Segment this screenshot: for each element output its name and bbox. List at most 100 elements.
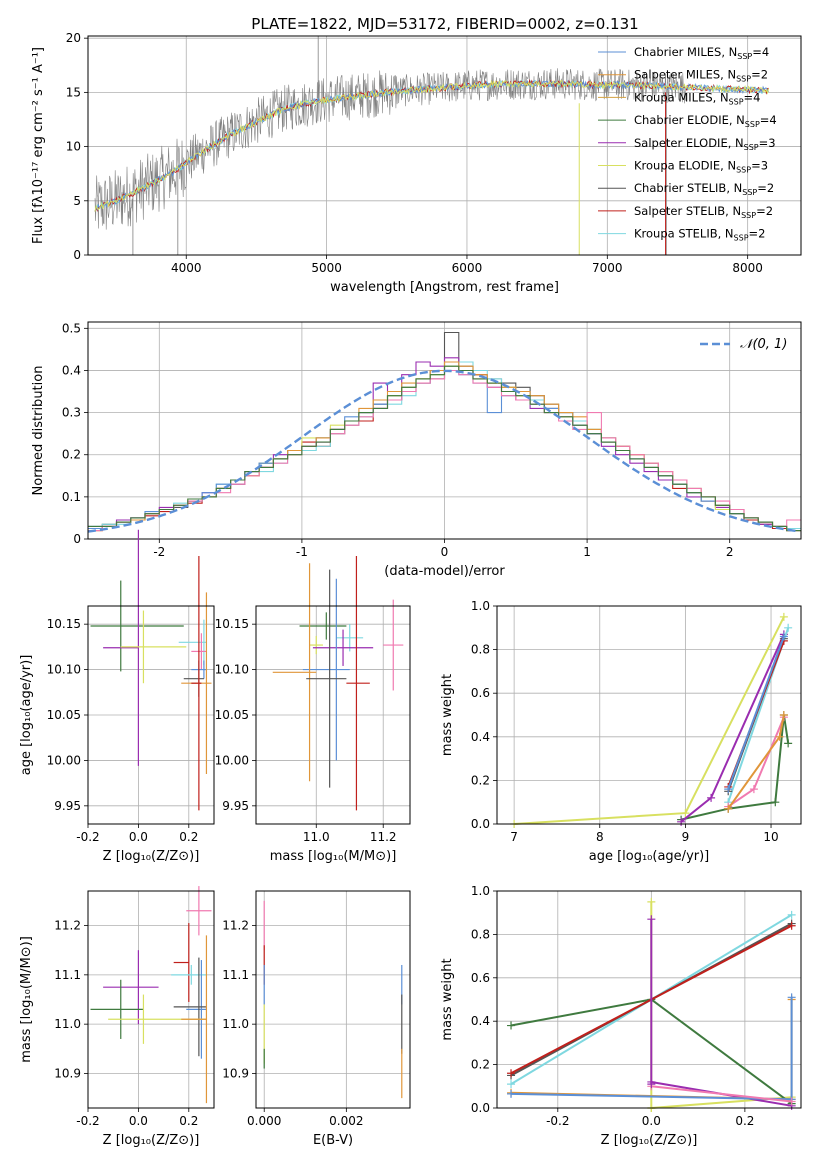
y-tick-label: 10.00 [215,753,249,767]
plus-marker [647,915,656,924]
y-tick-label: 0.0 [471,1101,490,1115]
plus-marker [784,739,793,748]
x-tick-label: 0.000 [247,1114,281,1128]
mass-weight-line-salpeter_elodie [680,633,785,823]
y-tick-label: 9.95 [54,799,81,813]
x-tick-label: -2 [153,545,165,559]
y-tick-label: 0.2 [471,773,490,787]
x-tick-label: 0.0 [129,1114,148,1128]
x-tick-label: 5000 [311,261,342,275]
y-tick-label: 20 [66,31,81,45]
y-tick-label: 0 [73,248,81,262]
y-tick-label: 0.4 [471,730,490,744]
legend-entry: Chabrier ELODIE, NSSP=4 [634,113,777,129]
plus-marker [681,809,690,818]
axes-frame [255,890,411,1109]
plus-marker [647,1080,656,1089]
legend-entry: Kroupa ELODIE, NSSP=3 [634,159,768,175]
legend-entry: Kroupa MILES, NSSP=4 [634,90,760,106]
x-tick-label: 8000 [732,261,763,275]
plus-marker [507,1089,516,1098]
y-tick-label: 0.4 [471,1014,490,1028]
y-tick-label: 0.0 [471,817,490,831]
y-tick-label: 11.2 [222,919,249,933]
z-age-panel: -0.2 0.0 0.2 9.95 10.00 10.05 10.10 10.15 Z [log… [19,529,215,864]
y-tick-label: 10.15 [215,617,249,631]
y-tick-label: 11.0 [222,1017,249,1031]
plus-marker [787,1097,796,1106]
y-axis-label: mass [log₁₀(M/M⊙)] [19,936,34,1063]
y-tick-label: 10.05 [47,708,81,722]
y-tick-label: 10.15 [47,617,81,631]
plus-marker [779,612,788,621]
legend-entry: Salpeter ELODIE, NSSP=3 [634,136,776,152]
x-tick-label: 6000 [452,261,483,275]
x-axis-label: (data-model)/error [384,564,505,579]
x-axis-label: Z [log₁₀(Z/Z⊙)] [103,1133,200,1148]
y-tick-label: 0.2 [471,1058,490,1072]
x-tick-label: 0.002 [329,1114,363,1128]
x-axis-label: E(B-V) [313,1133,353,1148]
spectrum-panel: 4000 5000 6000 7000 8000 0 5 10 15 20 wavelength [… [31,31,802,295]
z-massweight-panel: -0.2 0.0 0.2 0.0 0.2 0.4 0.6 0.8 1.0 Z [log₁₀(Z/Z… [440,884,802,1148]
x-tick-label: 10 [763,830,778,844]
y-tick-label: 10.10 [215,663,249,677]
mass-weight-line-kroupa_elodie [650,901,792,1110]
x-tick-label: 4000 [171,261,202,275]
x-axis-label: mass [log₁₀(M/M⊙)] [270,849,397,864]
axes-frame [87,35,802,256]
y-tick-label: 11.1 [222,968,249,982]
axes-frame [496,605,802,825]
y-tick-label: 0.8 [471,927,490,941]
z-mass-panel: -0.2 0.0 0.2 10.9 11.0 11.1 11.2 Z [log₁₀(Z/Z⊙)… [19,886,215,1148]
x-tick-label: 0.2 [179,830,198,844]
x-tick-label: 9 [682,830,690,844]
plus-marker [787,993,796,1002]
y-tick-label: 9.95 [222,799,249,813]
y-tick-label: 0.2 [62,448,81,462]
axes-frame [87,890,215,1109]
residual-histogram-panel: -2 -1 0 1 2 0 0.1 0.2 0.3 0.4 0.5 (data-model)/erro… [31,321,802,579]
histogram-chabrier_elodie [88,365,801,532]
x-axis-label: Z [log₁₀(Z/Z⊙)] [103,849,200,864]
spectrum-lines [94,36,770,255]
y-tick-label: 0.6 [471,686,490,700]
ebv-mass-panel: 0.000 0.002 10.9 11.0 11.1 11.2 E(B-V) [222,890,411,1148]
x-tick-label: 0 [441,545,449,559]
plus-marker [787,910,796,919]
plus-marker [507,1069,516,1078]
y-axis-label: mass weight [440,674,455,756]
model-spectrum-chabrier_miles [94,79,770,212]
axes-frame [87,321,802,540]
y-axis-label: mass weight [440,958,455,1040]
legend-entry: Chabrier STELIB, NSSP=2 [634,181,774,197]
y-tick-label: 10.9 [222,1066,249,1080]
legend-entry: Chabrier MILES, NSSP=4 [634,45,769,61]
y-tick-label: 0.1 [62,490,81,504]
x-tick-label: 0.0 [129,830,148,844]
mass-weight-line-chabrier_miles [727,636,785,790]
x-tick-label: -0.2 [76,1114,99,1128]
y-tick-label: 0.5 [62,321,81,335]
x-tick-label: 0.2 [179,1114,198,1128]
x-tick-label: 0.0 [642,1114,661,1128]
plus-marker [775,732,784,741]
x-axis-label: Z [log₁₀(Z/Z⊙)] [601,1133,698,1148]
plus-marker [707,793,716,802]
y-tick-label: 11.1 [54,968,81,982]
y-tick-label: 1.0 [471,599,490,613]
plus-marker [507,1080,516,1089]
x-tick-label: -0.2 [546,1114,569,1128]
x-axis-label: age [log₁₀(age/yr)] [589,849,710,864]
x-tick-label: -0.2 [76,830,99,844]
plus-marker [724,785,733,794]
x-tick-label: 2 [726,545,734,559]
y-tick-label: 10.9 [54,1066,81,1080]
y-tick-label: 5 [73,194,81,208]
x-tick-label: 11.0 [303,830,330,844]
y-axis-label: age [log₁₀(age/yr)] [19,655,34,776]
legend-entry: Salpeter STELIB, NSSP=2 [634,204,773,220]
x-tick-label: -1 [296,545,308,559]
plus-marker [787,921,796,930]
